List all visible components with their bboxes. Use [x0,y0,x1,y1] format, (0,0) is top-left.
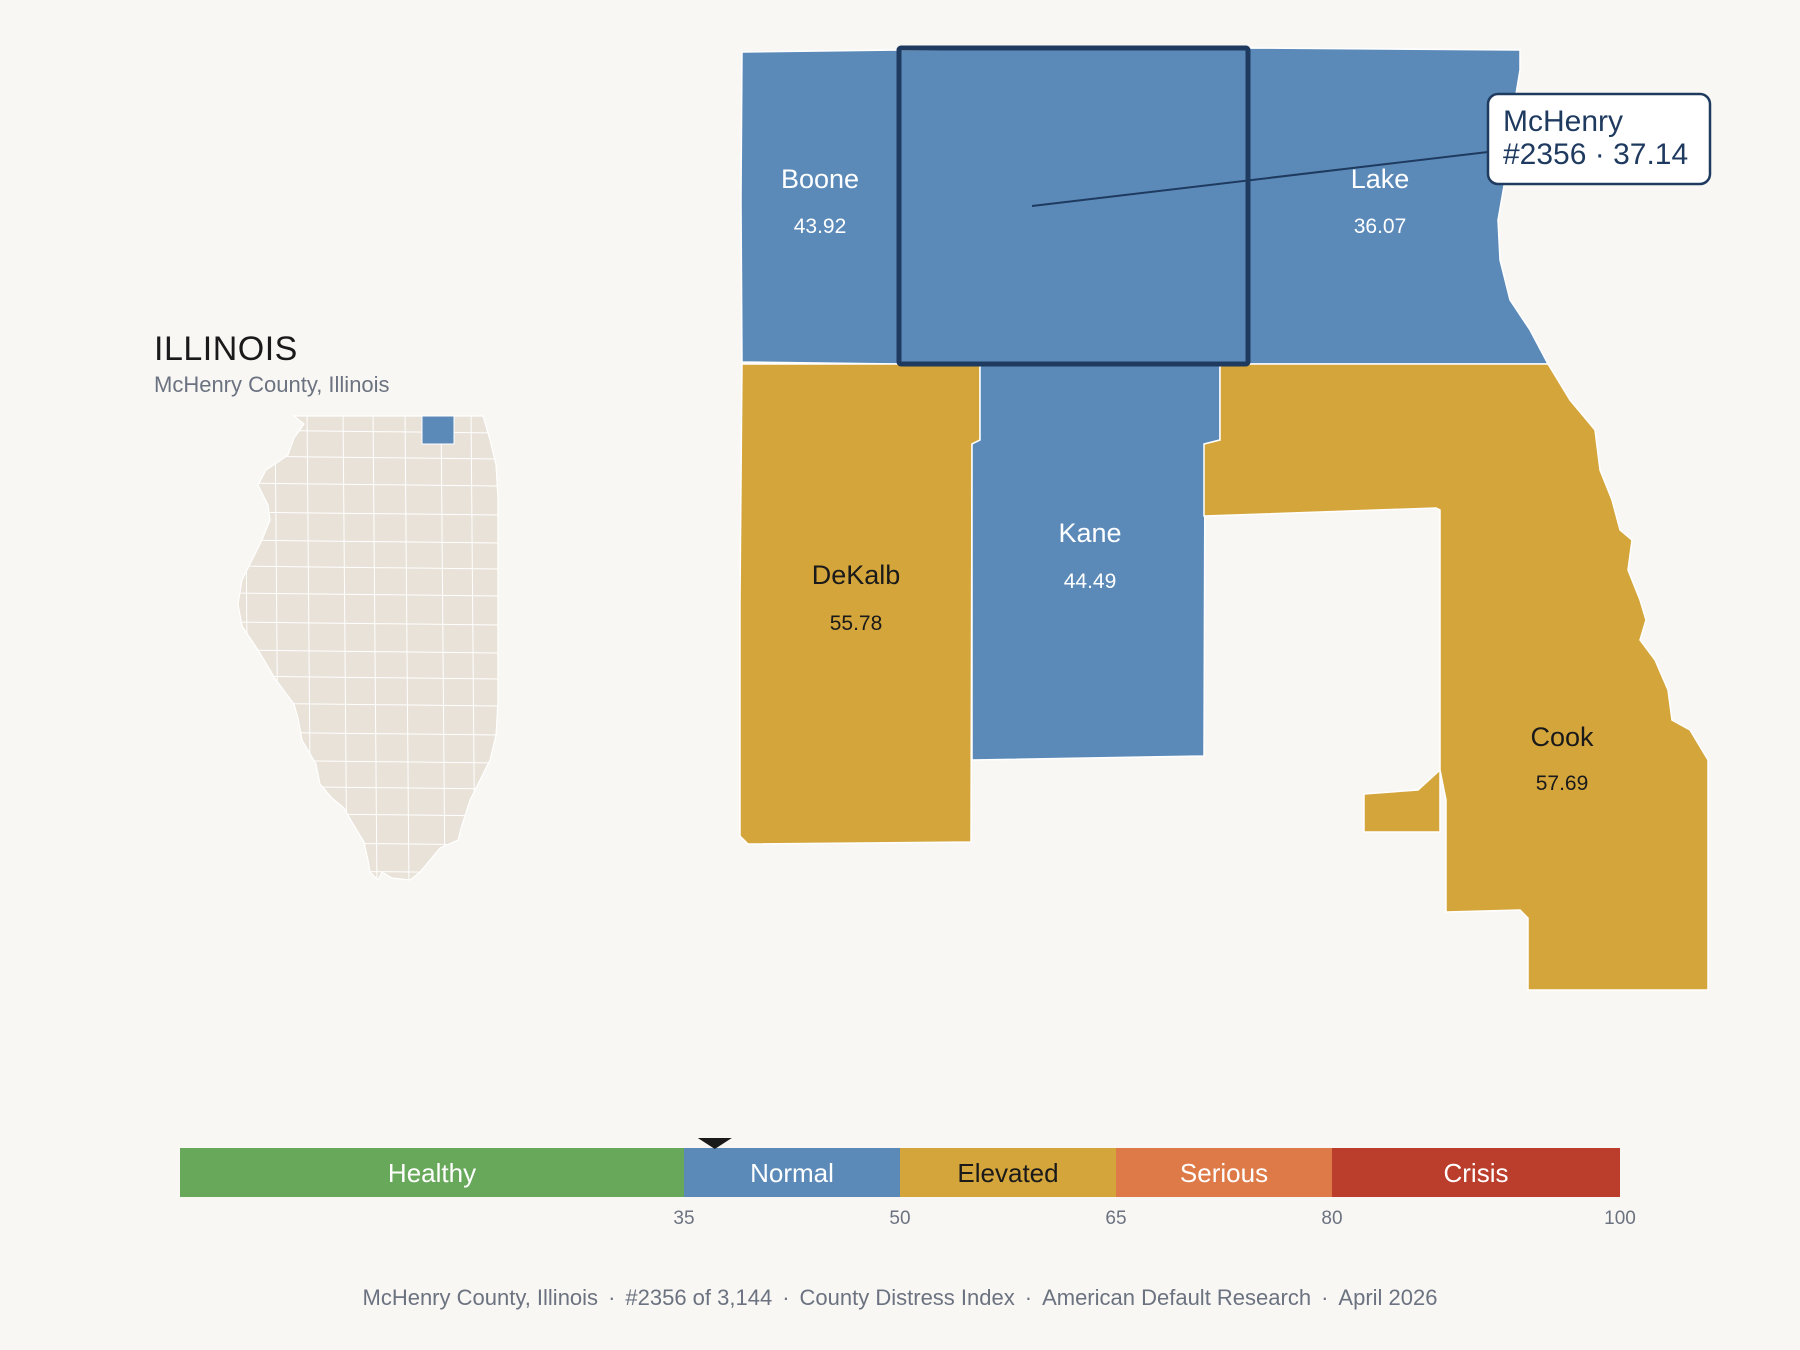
county-kane[interactable] [971,363,1221,761]
legend-tick-label: 50 [889,1208,910,1229]
inset-grid-line [238,675,498,680]
label-kane-value: 44.49 [1064,570,1117,593]
footer: McHenry County, Illinois · #2356 of 3,144 ·… [362,1285,1438,1310]
label-kane-name: Kane [1058,518,1121,548]
label-boone-name: Boone [781,164,859,194]
state-subtitle: McHenry County, Illinois [154,372,390,397]
legend-band-label: Normal [750,1158,834,1188]
legend-tick-label: 65 [1105,1208,1126,1229]
footer-source: American Default Research [1042,1285,1312,1310]
county-mchenry[interactable] [899,47,1249,365]
legend-band-healthy [180,1148,684,1197]
county-cook[interactable] [1203,363,1709,991]
inset-grid-line [440,416,446,880]
illinois-outline [237,415,499,882]
footer-date: April 2026 [1338,1285,1438,1310]
inset-grid-line [238,869,498,874]
callout-box [1486,92,1712,186]
county-boone[interactable] [740,49,901,365]
legend-band-normal [684,1148,900,1197]
inset-grid-line [244,416,250,880]
inset-grid-line [238,482,498,487]
label-lake-name: Lake [1351,164,1410,194]
legend-band-crisis [1332,1148,1620,1197]
legend-band-label: Crisis [1444,1158,1509,1188]
callout-name: McHenry [1503,105,1623,138]
legend-tick-label: 35 [673,1208,694,1229]
inset-grid-line [238,511,498,516]
state-title: ILLINOIS [154,330,298,368]
label-cook-name: Cook [1530,722,1594,752]
inset-grid-line [238,621,498,626]
legend-tick-label: 100 [1604,1208,1636,1229]
inset-grid-line [372,416,378,880]
county-dekalb[interactable] [739,363,981,845]
legend-band-label: Elevated [957,1158,1058,1188]
county-labels: Boone 43.92 Lake 36.07 DeKalb 55.78 Kane… [781,164,1594,795]
inset-grid-line [404,416,410,880]
legend-tick-label: 80 [1321,1208,1342,1229]
distress-legend: Healthy Normal Elevated Serious Crisis 35 50 65… [180,1138,1636,1229]
footer-county: McHenry County, Illinois [362,1285,599,1310]
legend-band-serious [1116,1148,1332,1197]
illinois-inset [237,415,499,882]
inset-grid-line [238,565,498,570]
selected-county-outline [896,45,1251,367]
legend-band-label: Healthy [388,1158,476,1188]
legend-band-label: Serious [1180,1158,1268,1188]
label-boone-value: 43.92 [794,215,847,238]
legend-marker-triangle [697,1138,732,1149]
legend-band-elevated [900,1148,1116,1197]
label-cook-value: 57.69 [1536,772,1589,795]
callout-leader-line [1031,151,1489,207]
footer-index: County Distress Index [799,1285,1015,1310]
mchenry-inset-highlight [421,415,455,445]
label-dekalb-value: 55.78 [830,612,883,635]
callout-rank-value: #2356 · 37.14 [1503,138,1688,171]
callout: McHenry #2356 · 37.14 [1031,92,1712,207]
label-dekalb-name: DeKalb [812,560,901,590]
inset-grid-line [238,649,498,654]
inset-grid-line [238,592,498,597]
inset-grid-line [342,416,348,880]
county-map [739,45,1709,991]
inset-grid-line [238,539,498,544]
footer-rank: #2356 of 3,144 [625,1285,773,1310]
label-lake-value: 36.07 [1354,215,1407,238]
